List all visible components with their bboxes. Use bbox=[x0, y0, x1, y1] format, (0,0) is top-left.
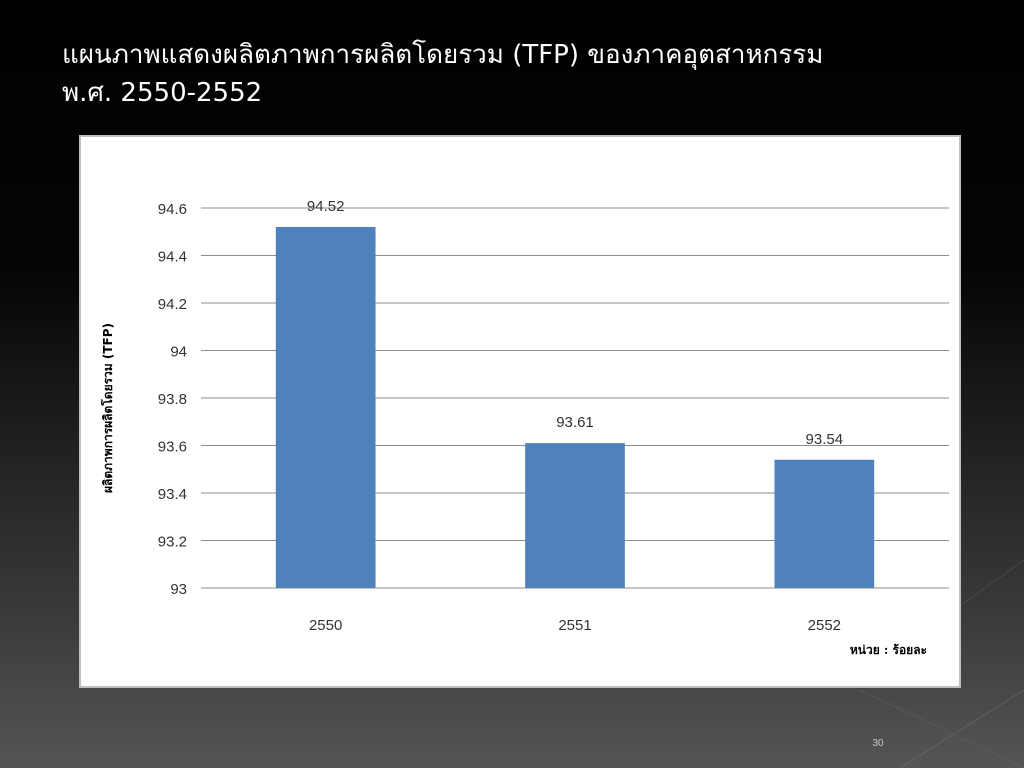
y-tick-label: 93.2 bbox=[158, 534, 187, 551]
data-label: 93.54 bbox=[806, 431, 844, 448]
page-number: 30 bbox=[872, 738, 884, 749]
chart-frame: 93 93.2 93.4 93.6 93.8 94 94.2 94.4 94.6 94.52 255… bbox=[79, 135, 961, 688]
bar-chart: 93 93.2 93.4 93.6 93.8 94 94.2 94.4 94.6 94.52 255… bbox=[100, 198, 949, 657]
y-tick-label: 93.4 bbox=[158, 486, 187, 503]
data-label: 94.52 bbox=[307, 198, 345, 215]
y-tick-label: 93.6 bbox=[158, 439, 187, 456]
slide-title-line-1: แผนภาพแสดงผลิตภาพการผลิตโดยรวม (TFP) ของ… bbox=[62, 40, 824, 70]
bar bbox=[525, 443, 625, 588]
y-tick-label: 93.8 bbox=[158, 391, 187, 408]
y-tick-label: 94 bbox=[170, 344, 187, 361]
slide-title-line-2: พ.ศ. 2550-2552 bbox=[62, 78, 263, 108]
x-tick-label: 2551 bbox=[558, 617, 591, 634]
bar bbox=[774, 459, 875, 588]
y-tick-label: 94.2 bbox=[158, 296, 187, 313]
y-tick-label: 93 bbox=[170, 581, 187, 598]
bar bbox=[275, 227, 376, 588]
y-tick-label: 94.6 bbox=[158, 201, 187, 218]
slide-title: แผนภาพแสดงผลิตภาพการผลิตโดยรวม (TFP) ของ… bbox=[62, 36, 962, 112]
y-axis-title: ผลิตภาพการผลิตโดยรวม (TFP) bbox=[100, 323, 115, 493]
y-tick-label: 94.4 bbox=[158, 249, 187, 266]
data-label: 93.61 bbox=[556, 414, 594, 431]
x-tick-label: 2552 bbox=[808, 617, 841, 634]
unit-note: หน่วย : ร้อยละ bbox=[850, 643, 927, 657]
x-tick-label: 2550 bbox=[309, 617, 342, 634]
